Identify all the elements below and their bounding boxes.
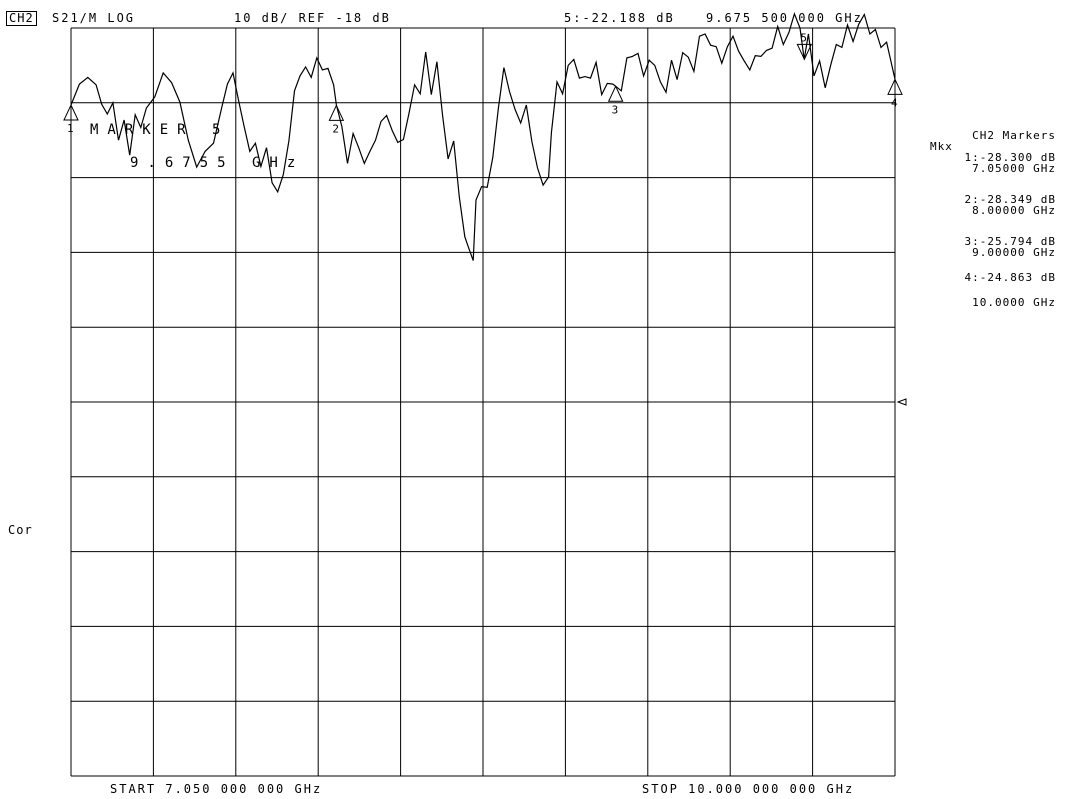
marker-3-frequency: 9.00000 GHz [972, 246, 1056, 259]
scale-reference: 10 dB/ REF -18 dB [234, 11, 391, 25]
marker-2-value: 2:-28.349 dB [964, 193, 1056, 206]
marker-layer: 1 2 3 4 5 [63, 31, 903, 135]
channel-indicator: CH2 [6, 11, 37, 26]
trace-layer [70, 11, 896, 261]
marker-1-frequency: 7.05000 GHz [972, 162, 1056, 175]
graticule [70, 27, 896, 777]
marker-3-label: 3 [612, 103, 619, 116]
s21-trace-line [70, 11, 896, 261]
marker-list-subtitle: Mkx [930, 140, 953, 153]
marker-2-label: 2 [332, 122, 339, 135]
active-marker-frequency: 9.675 500 000 GHz [706, 11, 863, 25]
marker-1-label: 1 [67, 122, 74, 135]
marker-list-title: CH2 Markers [972, 129, 1056, 142]
marker-5-label: 5 [800, 31, 807, 44]
measurement-format: S21/M LOG [52, 11, 136, 25]
marker-3-icon [607, 85, 624, 102]
reference-position-icon [896, 398, 907, 406]
marker-4-value: 4:-24.863 dB [964, 271, 1056, 284]
marker-4-icon [887, 78, 903, 95]
start-frequency: START 7.050 000 000 GHz [110, 782, 323, 796]
marker-list-panel: CH2 Markers Mkx 1:-28.300 dB 7.05000 GHz… [930, 130, 1056, 308]
marker-5-icon [796, 43, 813, 61]
marker-1-icon [63, 103, 79, 121]
marker-1-value: 1:-28.300 dB [964, 151, 1056, 164]
correction-indicator: Cor [8, 523, 33, 537]
marker-2-frequency: 8.00000 GHz [972, 204, 1056, 217]
active-marker-value: 5:-22.188 dB [564, 11, 675, 25]
marker-overlay-title: MARKER 5 [90, 122, 230, 138]
marker-2-icon [328, 104, 345, 121]
stop-frequency: STOP 10.000 000 000 GHz [642, 782, 855, 796]
marker-4-frequency: 10.0000 GHz [972, 296, 1056, 309]
marker-overlay-frequency: 9.6755 GHz [130, 155, 305, 171]
marker-4-label: 4 [891, 96, 898, 109]
marker-3-value: 3:-25.794 dB [964, 235, 1056, 248]
